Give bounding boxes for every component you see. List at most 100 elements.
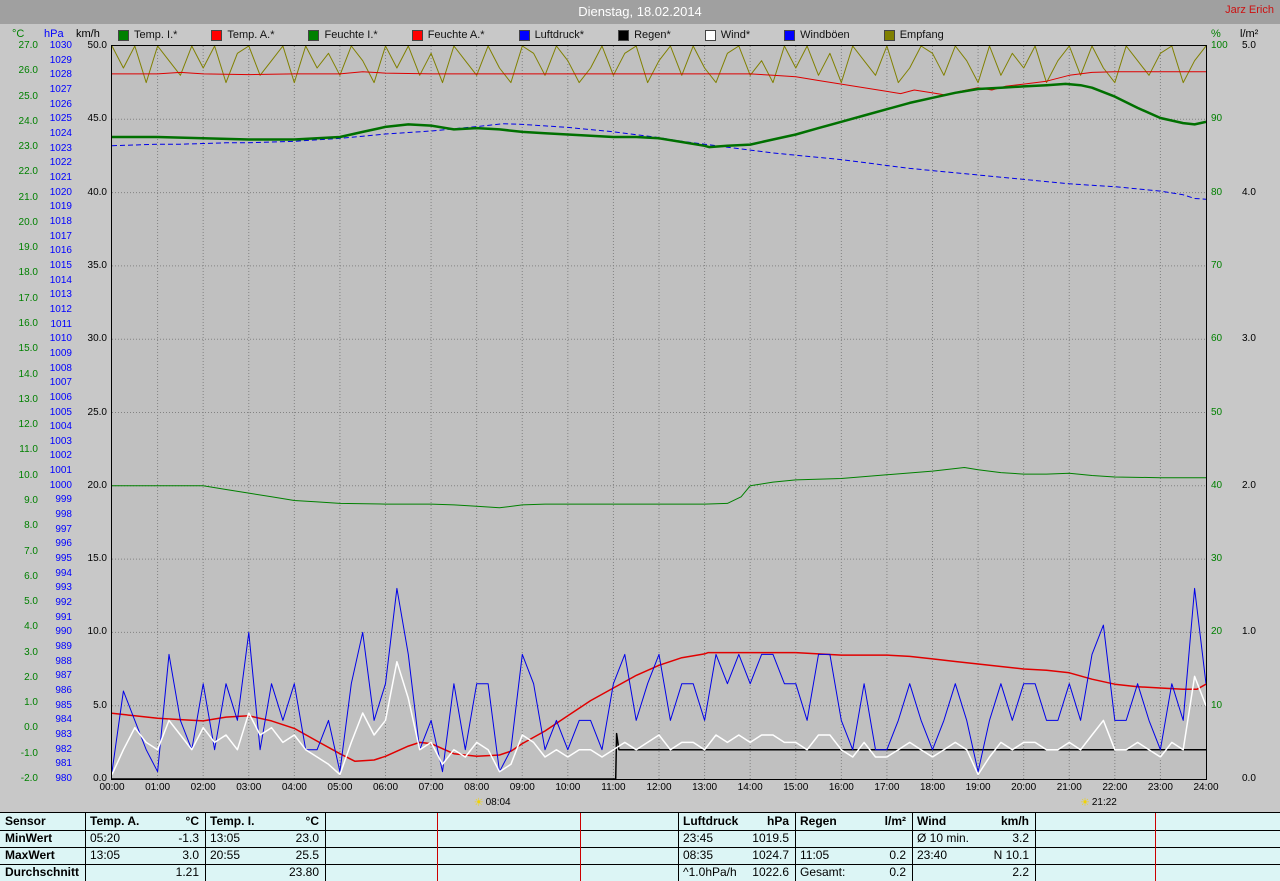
- axis-tick-kmh: 35.0: [87, 259, 107, 271]
- axis-tick-hpa: 987: [55, 670, 72, 682]
- axis-tick-hpa: 1000: [49, 479, 72, 491]
- table-group-name: Temp. I.: [210, 814, 255, 828]
- chart-canvas: [111, 45, 1207, 780]
- axis-tick-kmh: 0.0: [93, 773, 107, 784]
- axis-tick-hpa: 996: [55, 538, 72, 550]
- axis-tick-hpa: 1010: [49, 333, 72, 345]
- table-cell-time: 13:05: [210, 831, 241, 845]
- legend-item-empfang[interactable]: Empfang: [883, 29, 944, 41]
- axis-tick-c: 26.0: [18, 65, 38, 77]
- axis-tick-lm2: 2.0: [1242, 479, 1256, 491]
- axis-unit-c: °C: [12, 28, 25, 40]
- table-row-divider: [0, 864, 1280, 865]
- axis-tick-hpa: 991: [55, 611, 72, 623]
- axis-tick-lm2: 1.0: [1242, 626, 1256, 638]
- axis-tick-hpa: 1021: [49, 171, 72, 183]
- axis-tick-hpa: 1001: [49, 465, 72, 477]
- x-tick-label: 02:00: [190, 782, 216, 793]
- table-column-divider: [1155, 813, 1156, 881]
- table-group-unit: °C: [185, 814, 199, 828]
- axis-unit-kmh: km/h: [76, 28, 100, 40]
- legend-item-feuchte-i[interactable]: Feuchte I.*: [308, 29, 378, 41]
- x-tick-label: 09:00: [509, 782, 535, 793]
- legend-item-feuchte-a[interactable]: Feuchte A.*: [411, 29, 485, 41]
- x-tick-label: 03:00: [236, 782, 262, 793]
- axis-tick-hpa: 1009: [49, 347, 72, 359]
- table-cell-value: 3.0: [182, 848, 199, 862]
- legend-label: Empfang: [899, 29, 944, 41]
- table-row-header: MinWert: [5, 831, 53, 845]
- x-tick-label: 08:00: [464, 782, 490, 793]
- x-tick-label: 17:00: [874, 782, 900, 793]
- axis-tick-pct: 20: [1211, 626, 1223, 638]
- axis-tick-hpa: 1030: [49, 40, 72, 51]
- table-cell-time: 23:45: [683, 831, 714, 845]
- table-column-divider: [437, 813, 438, 881]
- x-tick-label: 22:00: [1102, 782, 1128, 793]
- x-tick-label: 18:00: [919, 782, 946, 793]
- legend-item-luftdruck[interactable]: Luftdruck*: [518, 29, 584, 41]
- table-column-divider: [912, 813, 913, 881]
- axis-tick-c: 10.0: [18, 469, 38, 481]
- table-column-divider: [85, 813, 86, 881]
- axis-tick-hpa: 1008: [49, 362, 72, 374]
- legend-swatch-temp-i: [118, 29, 129, 41]
- table-column-divider: [205, 813, 206, 881]
- legend-item-temp-a[interactable]: Temp. A.*: [211, 29, 274, 41]
- axis-tick-pct: 30: [1211, 553, 1223, 565]
- axis-tick-c: 13.0: [18, 393, 38, 405]
- legend-swatch-regen: [618, 29, 630, 41]
- legend-label: Feuchte I.*: [324, 29, 378, 41]
- axis-tick-hpa: 994: [55, 567, 72, 579]
- axis-tick-lm2: 3.0: [1242, 333, 1256, 345]
- axis-tick-c: 5.0: [24, 596, 38, 608]
- legend-item-regen[interactable]: Regen*: [618, 29, 671, 41]
- table-cell-value: 1019.5: [752, 831, 789, 845]
- axis-tick-hpa: 980: [55, 773, 72, 784]
- axis-tick-pct: 10: [1211, 699, 1223, 711]
- axis-tick-hpa: 1003: [49, 435, 72, 447]
- axis-tick-lm2: 4.0: [1242, 186, 1256, 198]
- legend-item-temp-i[interactable]: Temp. I.*: [118, 29, 177, 41]
- x-tick-label: 05:00: [327, 782, 353, 793]
- axis-tick-c: 15.0: [18, 343, 38, 355]
- axis-tick-hpa: 1018: [49, 215, 72, 227]
- x-tick-label: 13:00: [692, 782, 718, 793]
- axis-tick-pct: 100: [1211, 40, 1228, 51]
- table-cell-value: 1.21: [175, 865, 199, 879]
- legend-item-wind[interactable]: Wind*: [704, 29, 750, 41]
- axis-tick-hpa: 1007: [49, 377, 72, 389]
- x-tick-label: 23:00: [1147, 782, 1173, 793]
- x-tick-label: 07:00: [418, 782, 444, 793]
- table-cell-time: 23:40: [917, 848, 948, 862]
- axis-tick-pct: 90: [1211, 113, 1223, 125]
- table-cell-time: 20:55: [210, 848, 241, 862]
- axis-tick-kmh: 10.0: [87, 626, 107, 638]
- axis-tick-hpa: 1016: [49, 245, 72, 257]
- legend-label: Windböen: [800, 29, 850, 41]
- axis-tick-c: 21.0: [18, 191, 38, 203]
- sun-icon: ☀: [1079, 797, 1090, 809]
- table-cell-value: 1024.7: [752, 848, 789, 862]
- axis-tick-hpa: 1004: [49, 421, 72, 433]
- series-temp-a: [111, 651, 1207, 763]
- axis-tick-kmh: 40.0: [87, 186, 107, 198]
- x-tick-label: 20:00: [1011, 782, 1037, 793]
- axis-tick-hpa: 997: [55, 523, 72, 535]
- axis-tick-hpa: 1017: [49, 230, 72, 242]
- legend-item-windb-en[interactable]: Windböen: [784, 29, 850, 41]
- table-cell-value: N 10.1: [993, 848, 1029, 862]
- axis-tick-hpa: 1023: [49, 142, 72, 154]
- title-bar: Dienstag, 18.02.2014 Jarz Erich: [0, 0, 1280, 24]
- table-column-divider: [678, 813, 679, 881]
- table-cell-time: 13:05: [90, 848, 121, 862]
- legend-swatch-empfang: [883, 29, 895, 41]
- table-cell-value: -1.3: [178, 831, 199, 845]
- axis-tick-hpa: 984: [55, 714, 72, 726]
- axis-tick-c: 16.0: [18, 318, 38, 330]
- sunrise-marker: ☀ 08:04: [474, 796, 511, 809]
- table-column-divider: [580, 813, 581, 881]
- axis-tick-c: 2.0: [24, 671, 38, 683]
- table-group-unit: l/m²: [884, 814, 906, 828]
- axis-tick-c: 22.0: [18, 166, 38, 178]
